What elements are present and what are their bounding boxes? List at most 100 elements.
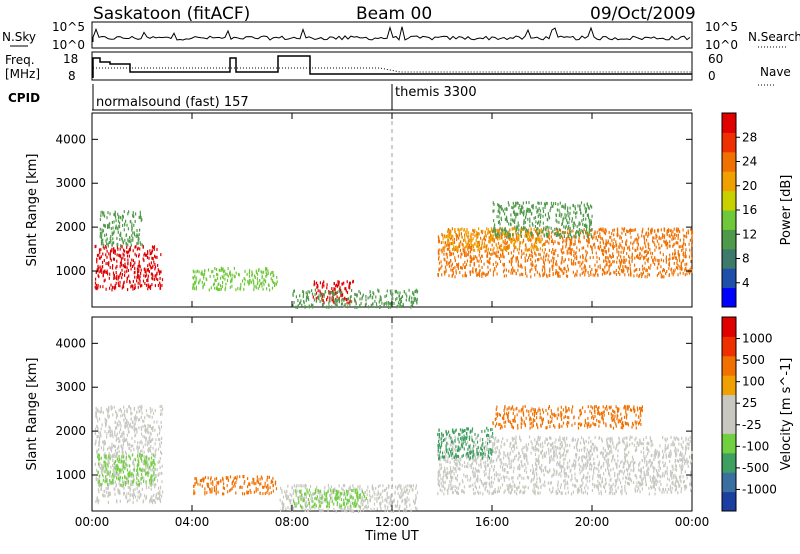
data-cell xyxy=(589,265,591,268)
data-cell xyxy=(149,407,151,411)
data-cell xyxy=(106,407,108,411)
data-cell xyxy=(522,446,524,450)
data-cell xyxy=(361,295,363,299)
data-cell xyxy=(139,454,141,458)
data-cell xyxy=(478,259,480,263)
data-cell xyxy=(614,271,616,275)
data-cell xyxy=(612,260,614,264)
data-cell xyxy=(542,214,544,218)
data-cell xyxy=(141,469,143,473)
data-cell xyxy=(112,464,114,467)
data-cell xyxy=(131,258,133,262)
data-cell xyxy=(437,249,439,253)
data-cell xyxy=(147,463,149,467)
data-cell xyxy=(152,257,154,261)
data-cell xyxy=(132,488,134,492)
data-cell xyxy=(143,468,145,472)
data-cell xyxy=(158,437,160,441)
data-cell xyxy=(512,219,514,223)
data-cell xyxy=(121,268,123,272)
data-cell xyxy=(144,458,146,462)
data-cell xyxy=(110,447,112,451)
data-cell xyxy=(313,280,315,284)
data-cell xyxy=(124,466,126,470)
data-cell xyxy=(533,216,535,220)
data-cell xyxy=(146,465,149,469)
data-cell xyxy=(315,491,317,494)
data-cell xyxy=(548,237,551,241)
data-cell xyxy=(495,253,497,257)
data-cell xyxy=(501,248,503,252)
data-cell xyxy=(518,237,520,241)
data-cell xyxy=(397,492,399,496)
colorbar-tick-label: 4 xyxy=(742,276,750,290)
data-cell xyxy=(148,256,150,260)
data-cell xyxy=(579,207,581,211)
data-cell xyxy=(528,247,530,251)
data-cell xyxy=(256,272,259,276)
data-cell xyxy=(332,292,334,296)
data-cell xyxy=(319,289,321,293)
data-cell xyxy=(307,508,309,512)
data-cell xyxy=(336,299,338,303)
data-cell xyxy=(256,277,258,281)
data-cell xyxy=(458,230,460,234)
data-cell xyxy=(107,460,109,464)
data-cell xyxy=(602,249,605,253)
data-cell xyxy=(124,414,126,418)
data-cell xyxy=(506,235,508,239)
data-cell xyxy=(121,238,123,242)
data-cell xyxy=(516,239,518,243)
data-cell xyxy=(453,237,455,241)
data-cell xyxy=(123,253,125,257)
data-cell xyxy=(104,467,106,471)
data-cell xyxy=(295,305,297,309)
data-cell xyxy=(129,464,131,468)
data-cell xyxy=(585,253,587,257)
data-cell xyxy=(115,468,117,471)
data-cell xyxy=(291,509,293,513)
data-cell xyxy=(336,493,338,497)
data-cell xyxy=(529,233,531,237)
data-cell xyxy=(311,492,314,496)
data-cell xyxy=(503,228,505,232)
data-cell xyxy=(490,253,492,256)
data-cell xyxy=(128,454,130,458)
data-cell xyxy=(525,201,527,205)
data-cell xyxy=(350,501,352,505)
data-cell xyxy=(452,252,455,256)
data-cell xyxy=(598,257,600,261)
data-cell xyxy=(296,502,298,506)
data-cell xyxy=(157,283,159,287)
data-cell xyxy=(597,273,599,277)
data-cell xyxy=(567,267,569,271)
data-cell xyxy=(107,410,109,414)
data-cell xyxy=(343,490,345,494)
data-cell xyxy=(499,211,501,215)
data-cell xyxy=(357,510,360,514)
data-cell xyxy=(219,276,222,280)
data-cell xyxy=(147,274,149,278)
data-cell xyxy=(108,446,110,450)
data-cell xyxy=(595,271,597,275)
data-cell xyxy=(107,242,109,246)
data-cell xyxy=(132,236,134,240)
data-cell xyxy=(461,235,463,239)
data-cell xyxy=(271,286,274,290)
data-cell xyxy=(122,460,124,464)
data-cell xyxy=(587,244,589,248)
data-cell xyxy=(462,244,464,248)
data-cell xyxy=(340,506,342,510)
data-cell xyxy=(469,255,471,259)
data-cell xyxy=(669,229,671,233)
data-cell xyxy=(364,505,366,509)
data-cell xyxy=(543,262,545,266)
data-cell xyxy=(678,254,680,258)
data-cell xyxy=(318,499,320,503)
data-cell xyxy=(322,282,324,286)
data-cell xyxy=(487,265,489,269)
data-cell xyxy=(260,475,263,479)
data-cell xyxy=(654,248,656,252)
data-cell xyxy=(215,484,217,488)
data-cell xyxy=(108,261,110,265)
